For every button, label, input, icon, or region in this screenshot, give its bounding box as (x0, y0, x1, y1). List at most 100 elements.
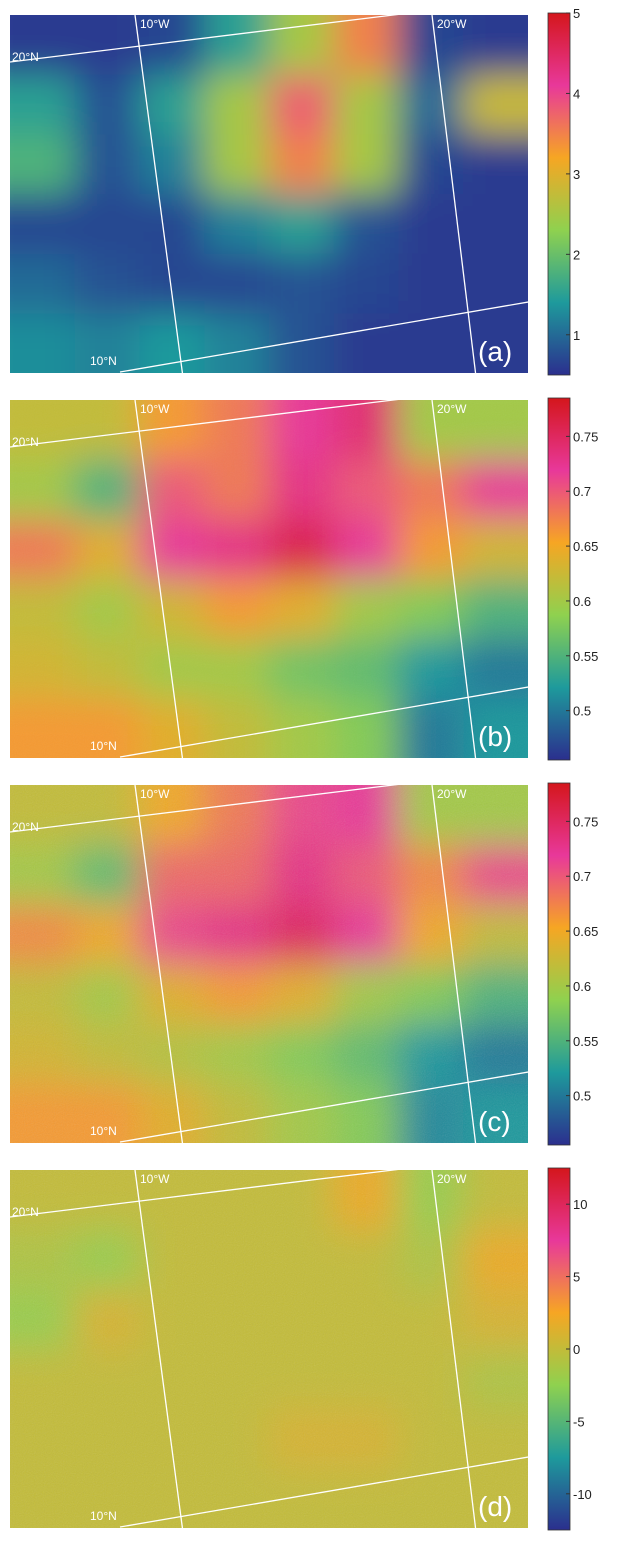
colorbar-tick-label: 3 (573, 167, 580, 182)
cell (463, 134, 528, 195)
cell (10, 194, 76, 255)
colorbar-tick-label: 0.75 (573, 814, 598, 829)
graticule (134, 400, 184, 758)
graticule (431, 400, 477, 758)
cell (10, 74, 76, 136)
colorbar-tick-label: 5 (573, 1270, 580, 1285)
cell (463, 15, 528, 76)
graticule (10, 785, 399, 833)
cell (139, 134, 206, 195)
cell (398, 194, 465, 255)
map-label: 20°W (437, 787, 467, 801)
colorbar-tick-label: 2 (573, 247, 580, 262)
cell (333, 313, 400, 373)
cell (463, 194, 528, 255)
map-label: 20°N (12, 435, 39, 449)
cell (204, 134, 270, 195)
colorbar-tick-label: 0.5 (573, 1089, 591, 1104)
map-label: 20°W (437, 17, 467, 31)
graticule (134, 785, 184, 1143)
cell (333, 194, 400, 255)
panel: 10°W 20°W 20°N 10°N (c) 0.5 0.55 0.6 0.65 0.7 0.75 (10, 782, 598, 1146)
noise (10, 1170, 528, 1528)
colorbar-tick-label: 0.7 (573, 869, 591, 884)
panel-label: (b) (478, 721, 512, 752)
cell (269, 134, 335, 195)
cell (398, 134, 465, 195)
cell (74, 74, 141, 136)
colorbar-tick-label: 5 (573, 6, 580, 21)
colorbar-tick-label: 0.55 (573, 649, 598, 664)
colorbar-tick-label: 0.7 (573, 484, 591, 499)
map-label: 20°W (437, 1172, 467, 1186)
colorbar-tick-label: 0.65 (573, 539, 598, 554)
map-label: 10°W (140, 17, 170, 31)
graticule (119, 1071, 528, 1143)
cell (139, 253, 206, 315)
panel-label: (a) (478, 336, 512, 367)
cell (333, 253, 400, 315)
cell (139, 194, 206, 255)
colorbar-tick-label: 0.75 (573, 429, 598, 444)
cell (398, 253, 465, 315)
cell (74, 313, 141, 373)
map-label: 10°W (140, 787, 170, 801)
cell (269, 15, 335, 76)
map-label: 20°N (12, 1205, 39, 1219)
colorbar-tick-label: 10 (573, 1197, 587, 1212)
cell (204, 74, 270, 136)
map-label: 20°N (12, 820, 39, 834)
graticule (431, 785, 477, 1143)
cell (204, 253, 270, 315)
field (10, 15, 528, 373)
graticule (431, 1170, 477, 1528)
graticule (10, 400, 399, 448)
panel-label: (c) (478, 1106, 511, 1137)
colorbar-tick-label: 0.5 (573, 704, 591, 719)
panel: 10°W 20°W 20°N 10°N (b) 0.5 0.55 0.6 0.65 0.7 0.75 (10, 397, 598, 761)
cell (204, 313, 270, 373)
map-label: 10°W (140, 402, 170, 416)
colorbar-tick-label: 4 (573, 86, 580, 101)
colorbar-tick-label: 1 (573, 328, 580, 343)
panel-label: (d) (478, 1491, 512, 1522)
map-label: 20°N (12, 50, 39, 64)
graticule (10, 1170, 399, 1218)
graticule (119, 686, 528, 758)
cell (269, 74, 335, 136)
cell (10, 313, 76, 373)
cell (204, 15, 270, 76)
colorbar-tick-label: 0.65 (573, 924, 598, 939)
colorbar (547, 782, 571, 1146)
cell (398, 74, 465, 136)
cell (10, 253, 76, 315)
cell (74, 253, 141, 315)
graticule (10, 15, 399, 63)
cell (333, 74, 400, 136)
graticule (119, 301, 528, 373)
map-label: 10°N (90, 354, 117, 368)
map-label: 10°N (90, 739, 117, 753)
noise (10, 785, 528, 1143)
map-label: 20°W (437, 402, 467, 416)
graticule (134, 1170, 184, 1528)
cell (74, 15, 141, 76)
graticule (119, 1456, 528, 1528)
cell (463, 74, 528, 136)
cell (139, 15, 206, 76)
field (10, 785, 528, 1143)
colorbar (547, 12, 571, 376)
cell (333, 134, 400, 195)
map-label: 10°N (90, 1509, 117, 1523)
cell (269, 253, 335, 315)
colorbar-tick-label: -10 (573, 1487, 592, 1502)
colorbar-tick-label: 0.55 (573, 1034, 598, 1049)
cell (10, 134, 76, 195)
colorbar (547, 397, 571, 761)
cell (269, 194, 335, 255)
colorbar-tick-label: -5 (573, 1414, 585, 1429)
cell (398, 313, 465, 373)
noise (10, 400, 528, 758)
panel: 10°W 20°W 20°N 10°N (a) 1 2 3 4 5 (10, 6, 580, 376)
